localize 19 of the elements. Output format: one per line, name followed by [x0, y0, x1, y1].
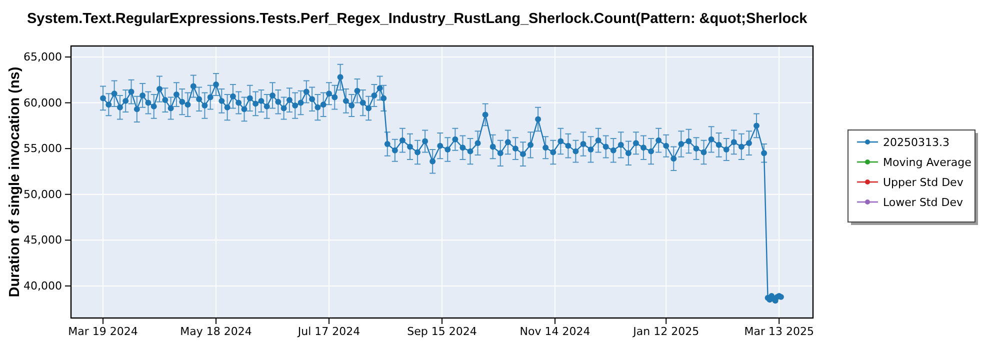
- x-tick-label: Jan 12 2025: [632, 324, 700, 338]
- legend-label: 20250313.3: [883, 136, 950, 149]
- x-tick-label: Mar 13 2025: [744, 324, 814, 338]
- y-tick-label: 55,000: [24, 142, 62, 156]
- legend-label: Moving Average: [883, 156, 972, 169]
- x-tick-label: Sep 15 2024: [407, 324, 477, 338]
- x-tick-label: Nov 14 2024: [520, 324, 590, 338]
- legend-label: Upper Std Dev: [883, 176, 964, 189]
- legend-label: Lower Std Dev: [883, 196, 964, 209]
- y-tick-label: 40,000: [24, 279, 62, 292]
- x-tick-label: May 18 2024: [180, 324, 252, 338]
- x-tick-label: Jul 17 2024: [296, 324, 360, 338]
- chart-title: System.Text.RegularExpressions.Tests.Perf_Regex_Industry_RustLang_Sherlock.Count(Pattern: &quot;Sherlock: [27, 11, 808, 27]
- y-tick-label: 50,000: [24, 188, 62, 201]
- y-tick-label: 45,000: [24, 234, 62, 247]
- x-tick-label: Mar 19 2024: [68, 324, 138, 338]
- y-tick-label: 60,000: [24, 96, 62, 110]
- y-axis-title: Duration of single invocation (ns): [7, 66, 23, 298]
- y-tick-label: 65,000: [24, 50, 62, 64]
